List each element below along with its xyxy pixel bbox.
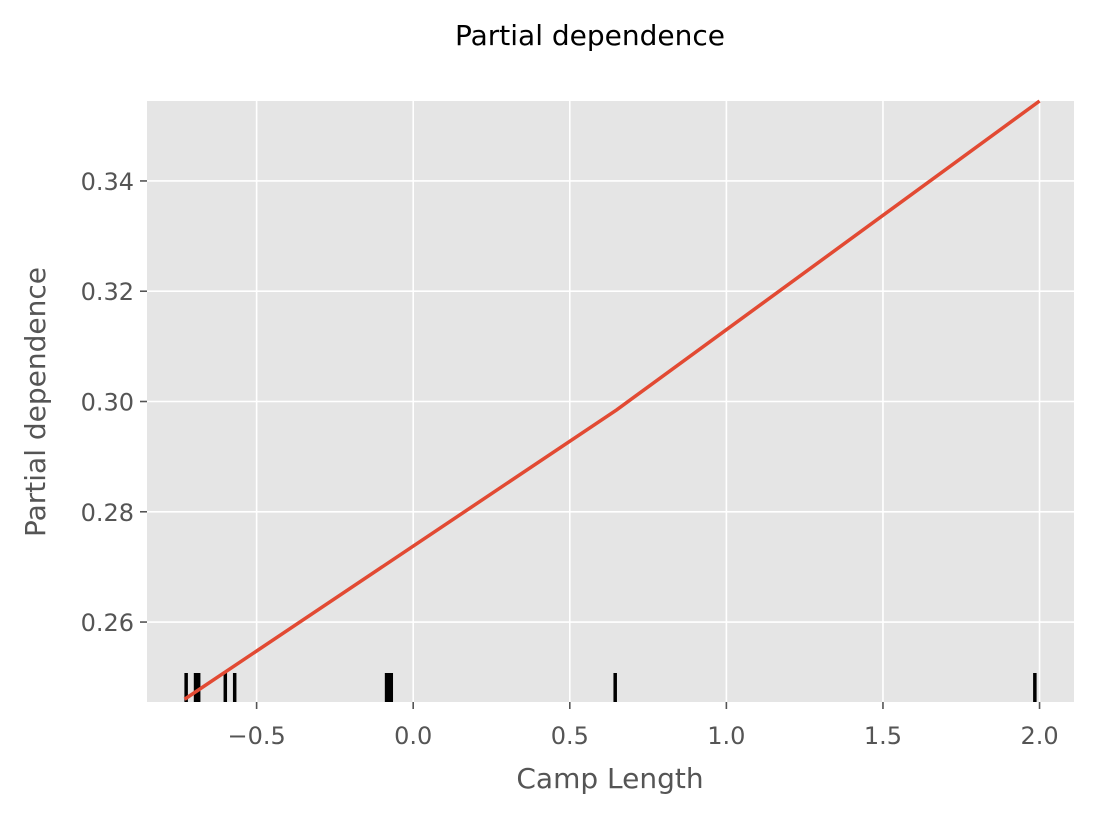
y-tick-label: 0.32 (81, 278, 134, 306)
y-tick-label: 0.28 (81, 499, 134, 527)
x-tick-label: 1.0 (707, 722, 745, 750)
x-tick-label: 1.5 (864, 722, 902, 750)
x-tick-label: 0.5 (551, 722, 589, 750)
rug-marks (184, 673, 1037, 702)
x-axis-label: Camp Length (516, 762, 703, 795)
x-tick-label: 0.0 (394, 722, 432, 750)
x-tick-label: −0.5 (227, 722, 285, 750)
chart-title: Partial dependence (455, 19, 725, 52)
y-tick-label: 0.30 (81, 389, 134, 417)
grid-lines (147, 101, 1074, 702)
x-tick-label: 2.0 (1020, 722, 1058, 750)
y-tick-label: 0.26 (81, 609, 134, 637)
series-line (183, 99, 1041, 701)
axis-ticks: −0.5 0.0 0.5 1.0 1.5 2.0 0.26 0.28 0.30 0.32 0.34 (81, 168, 1059, 750)
y-axis-label: Partial dependence (19, 267, 52, 537)
y-tick-label: 0.34 (81, 168, 134, 196)
